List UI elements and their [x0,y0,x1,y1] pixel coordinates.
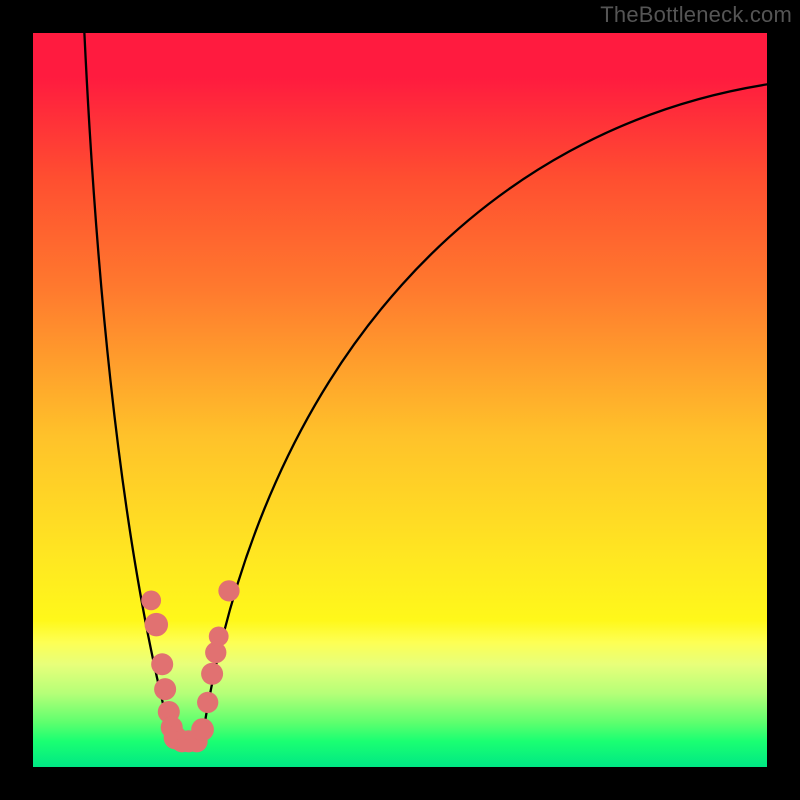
data-marker [154,678,176,700]
plot-area [33,33,767,767]
data-marker [209,626,229,646]
data-marker [197,692,218,713]
data-marker [145,613,168,636]
watermark-label: TheBottleneck.com [600,2,792,28]
data-marker [141,590,161,610]
chart-svg [33,33,767,767]
gradient-background [33,33,767,767]
data-marker [151,653,173,675]
data-marker [191,718,214,741]
data-marker [218,580,239,601]
data-marker [201,663,223,685]
chart-container: TheBottleneck.com [0,0,800,800]
